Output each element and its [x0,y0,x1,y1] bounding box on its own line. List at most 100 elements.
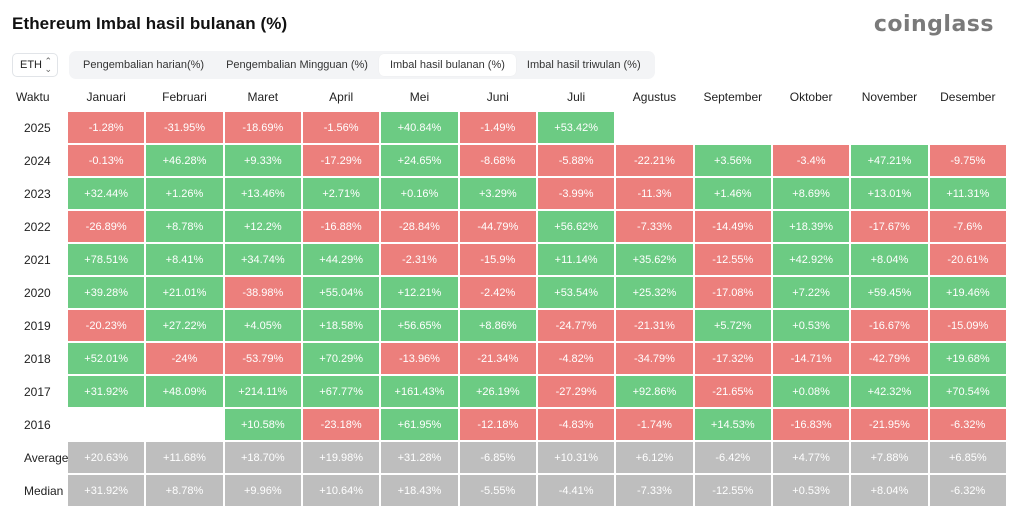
return-cell: -0.13% [68,145,145,176]
return-cell: +59.45% [851,277,928,308]
stat-cell: -6.42% [694,442,771,473]
return-cell: +18.39% [772,211,850,242]
return-cell: +42.92% [772,244,850,275]
period-tabs: Pengembalian harian(%) Pengembalian Ming… [69,51,655,79]
return-cell: +53.42% [537,112,615,143]
row-label: 2016 [24,417,51,432]
return-cell: -4.82% [537,343,615,374]
return-cell: -7.33% [616,211,693,242]
stat-row: Average +20.63% +11.68% +18.70% +19.98% +31.2… [12,442,1006,473]
stat-cell: +18.70% [224,442,301,473]
return-cell: -14.49% [694,211,771,242]
stat-cell: -6.85% [459,442,536,473]
tab-monthly[interactable]: Imbal hasil bulanan (%) [378,54,516,76]
row-label: 2024 [24,153,51,168]
return-cell: +39.28% [68,277,145,308]
return-cell: +67.77% [302,376,380,407]
return-cell: +32.44% [68,178,145,209]
return-cell: -15.09% [929,310,1006,341]
return-cell: -4.83% [537,409,615,440]
return-cell: +24.65% [381,145,458,176]
return-cell: -21.95% [851,409,928,440]
return-cell: -1.56% [302,112,380,143]
return-cell: -8.68% [459,145,536,176]
tab-quarterly[interactable]: Imbal hasil triwulan (%) [526,59,641,71]
return-cell: +25.32% [616,277,693,308]
return-cell: -9.75% [929,145,1006,176]
return-cell: +1.26% [146,178,223,209]
return-cell: -34.79% [616,343,693,374]
stat-cell: +8.78% [146,475,223,506]
return-cell: +2.71% [302,178,380,209]
return-cell: -17.32% [694,343,771,374]
return-cell: +0.08% [772,376,850,407]
stat-cell: +6.85% [929,442,1006,473]
stat-cell: -6.32% [929,475,1006,506]
return-cell: -1.49% [459,112,536,143]
return-cell: -21.34% [459,343,536,374]
stat-cell: +4.77% [772,442,850,473]
column-header-time: Waktu [16,89,50,104]
return-cell: +0.53% [772,310,850,341]
column-header: Agustus [632,89,677,104]
return-cell: +52.01% [68,343,145,374]
stat-row: Median +31.92% +8.78% +9.96% +10.64% +18.43% -… [12,475,1006,506]
return-cell: -20.23% [68,310,145,341]
table-header-row: Waktu Januari Februari Maret April Mei Juni Ju… [12,83,1006,110]
empty-cell [851,112,927,143]
return-cell: +44.29% [302,244,380,275]
return-cell: +26.19% [459,376,536,407]
return-cell: -6.32% [929,409,1006,440]
column-header: Juli [567,89,586,104]
column-header: November [861,89,918,104]
table-row: 2016 +10.58% -23.18% +61.95% -12.18% -4.83% -1… [12,409,1006,440]
column-header: Mei [409,89,430,104]
return-cell: +55.04% [302,277,380,308]
stat-cell: +31.28% [381,442,458,473]
row-label: 2021 [24,252,51,267]
stat-cell: +11.68% [146,442,223,473]
return-cell: +92.86% [616,376,693,407]
table-row: 2024 -0.13% +46.28% +9.33% -17.29% +24.65% -8.… [12,145,1006,176]
return-cell: -2.31% [381,244,458,275]
tab-daily[interactable]: Pengembalian harian(%) [83,59,205,71]
empty-cell [616,112,692,143]
stat-cell: +19.98% [302,442,380,473]
row-label: 2020 [24,285,51,300]
return-cell: -17.67% [851,211,928,242]
tab-weekly[interactable]: Pengembalian Mingguan (%) [226,59,368,71]
stat-cell: +10.64% [302,475,380,506]
table-body: 2025 -1.28% -31.95% -18.69% -1.56% +40.84% -1.… [12,112,1006,506]
coinglass-logo[interactable]: coinglass [873,12,994,37]
return-cell: +19.46% [929,277,1006,308]
asset-select-value: ETH [20,59,42,71]
return-cell: +48.09% [146,376,223,407]
return-cell: -17.29% [302,145,380,176]
table-row: 2021 +78.51% +8.41% +34.74% +44.29% -2.31% -15… [12,244,1006,275]
return-cell: -14.71% [772,343,850,374]
return-cell: -5.88% [537,145,615,176]
return-cell: -21.65% [694,376,771,407]
return-cell: -12.18% [459,409,536,440]
row-label: 2023 [24,186,51,201]
return-cell: +21.01% [146,277,223,308]
row-label: 2018 [24,351,51,366]
stat-cell: +0.53% [772,475,850,506]
return-cell: -20.61% [929,244,1006,275]
row-label: 2017 [24,384,51,399]
stat-cell: -5.55% [459,475,536,506]
return-cell: -1.28% [68,112,145,143]
return-cell: -1.74% [616,409,693,440]
return-cell: +11.31% [929,178,1006,209]
asset-select[interactable]: ETH ⌃ ⌄ [12,53,58,77]
empty-cell [146,409,222,440]
column-header: Desember [940,89,996,104]
return-cell: -12.55% [694,244,771,275]
column-header: Januari [86,89,126,104]
return-cell: +11.14% [537,244,615,275]
return-cell: +214.11% [224,376,301,407]
return-cell: +12.2% [224,211,301,242]
return-cell: +78.51% [68,244,145,275]
return-cell: +14.53% [694,409,771,440]
return-cell: -22.21% [616,145,693,176]
